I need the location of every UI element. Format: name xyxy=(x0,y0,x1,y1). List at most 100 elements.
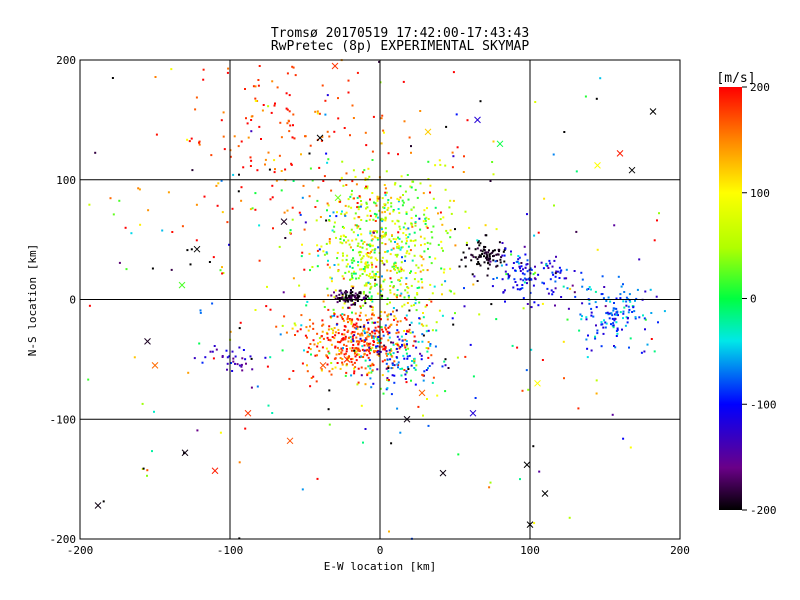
data-point xyxy=(622,310,625,313)
data-point xyxy=(346,297,349,300)
data-point xyxy=(368,352,371,355)
data-point xyxy=(275,179,278,182)
data-point xyxy=(396,266,399,269)
data-point xyxy=(350,297,353,300)
data-point xyxy=(102,500,105,503)
data-point xyxy=(242,166,245,169)
data-point xyxy=(376,368,379,371)
data-point xyxy=(212,357,215,360)
data-point xyxy=(365,261,368,264)
data-point xyxy=(581,285,584,288)
data-point xyxy=(386,208,389,211)
data-point xyxy=(244,427,247,430)
data-point xyxy=(320,368,323,371)
data-point xyxy=(362,297,365,300)
data-point xyxy=(628,299,631,302)
data-point xyxy=(374,321,377,324)
data-point xyxy=(354,292,357,295)
data-point xyxy=(380,117,383,120)
data-point xyxy=(401,305,404,308)
data-point xyxy=(350,322,353,325)
data-point xyxy=(351,331,354,333)
data-point xyxy=(413,361,416,364)
data-point xyxy=(254,192,257,195)
data-point xyxy=(333,291,335,294)
data-point xyxy=(336,315,339,318)
data-point xyxy=(332,329,335,332)
data-point xyxy=(344,374,347,377)
data-point xyxy=(611,413,614,416)
data-point xyxy=(363,330,366,333)
data-point xyxy=(430,300,433,303)
data-point xyxy=(392,247,395,250)
data-point xyxy=(368,359,371,362)
data-point xyxy=(393,293,396,296)
data-point xyxy=(455,113,458,116)
data-point xyxy=(247,136,250,139)
data-point xyxy=(600,321,603,324)
data-point xyxy=(331,229,334,232)
data-point xyxy=(305,326,308,329)
data-point xyxy=(232,360,235,363)
data-point xyxy=(316,265,319,268)
data-point xyxy=(373,274,376,277)
data-point xyxy=(250,130,253,133)
x-marker xyxy=(594,162,601,169)
x-marker xyxy=(474,116,481,124)
data-point xyxy=(408,252,411,255)
data-point xyxy=(380,259,383,262)
data-point xyxy=(462,171,465,173)
data-point xyxy=(427,160,430,163)
data-point xyxy=(357,234,359,237)
data-point xyxy=(663,310,666,313)
data-point xyxy=(357,332,359,335)
data-point xyxy=(396,407,399,410)
data-point xyxy=(357,206,360,208)
data-point xyxy=(596,329,599,332)
colorbar-label: [m/s] xyxy=(716,71,755,86)
data-point xyxy=(329,338,332,341)
data-point xyxy=(281,324,284,327)
data-point xyxy=(397,247,400,250)
data-point xyxy=(352,169,355,172)
data-point xyxy=(359,325,362,328)
data-point xyxy=(437,212,439,215)
data-point xyxy=(170,268,173,271)
data-point xyxy=(361,257,364,260)
data-point xyxy=(587,334,589,337)
data-point xyxy=(354,212,357,215)
data-point xyxy=(344,271,347,274)
data-point xyxy=(338,299,341,302)
data-point xyxy=(526,282,528,285)
data-point xyxy=(364,263,367,266)
data-point xyxy=(317,342,319,345)
data-point xyxy=(118,199,121,202)
data-point xyxy=(364,428,367,430)
x-marker xyxy=(343,356,351,363)
data-point xyxy=(360,339,363,342)
data-point xyxy=(372,306,374,309)
data-point xyxy=(628,293,631,296)
data-point xyxy=(649,288,652,291)
data-point xyxy=(431,236,434,239)
data-point xyxy=(391,234,393,237)
data-point xyxy=(228,355,231,358)
data-point xyxy=(193,357,196,360)
data-point xyxy=(399,248,402,251)
data-point xyxy=(322,250,325,253)
data-point xyxy=(299,328,302,331)
data-point xyxy=(403,357,406,360)
y-axis-label: N-S location [km] xyxy=(26,244,39,357)
data-point xyxy=(370,234,373,237)
data-point xyxy=(364,314,367,317)
data-point xyxy=(377,336,380,338)
data-point xyxy=(519,270,522,272)
data-point xyxy=(375,329,378,332)
data-point xyxy=(374,257,377,260)
data-point xyxy=(514,269,517,272)
data-point xyxy=(405,371,408,374)
data-point xyxy=(370,305,373,308)
data-point xyxy=(565,268,568,271)
data-point xyxy=(594,301,597,304)
data-point xyxy=(328,389,331,392)
